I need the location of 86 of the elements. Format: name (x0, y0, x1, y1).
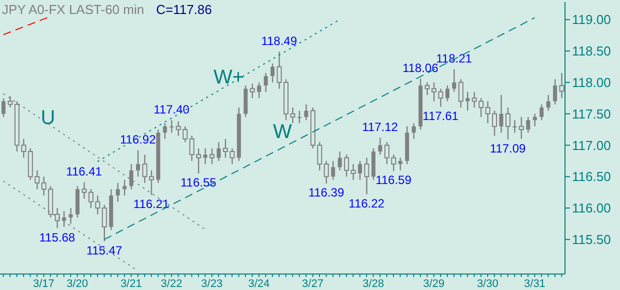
candlestick (540, 104, 544, 121)
candlestick (526, 116, 530, 134)
candlestick (8, 96, 13, 108)
candlestick (270, 62, 275, 84)
y-tick-label: 116.00 (572, 200, 611, 216)
annotation: 117.61 (422, 109, 459, 124)
candlestick (162, 122, 167, 140)
candlestick (122, 179, 127, 196)
annotation: 116.55 (180, 176, 217, 190)
candlestick (532, 113, 537, 127)
y-tick-label: 116.50 (572, 169, 611, 184)
x-tick-label: 3/17 (33, 278, 54, 290)
x-tick-label: 3/28 (362, 278, 384, 290)
y-tick-label: 115.50 (572, 232, 611, 248)
candlestick (398, 157, 402, 171)
annotation: 115.68 (39, 230, 76, 244)
candlestick (116, 182, 120, 202)
chart-title: JPY A0-FX LAST-60 min (2, 2, 144, 17)
x-tick-label: 3/30 (476, 278, 498, 290)
candlestick (68, 207, 73, 224)
candlestick (412, 122, 416, 140)
x-tick-label: 3/22 (160, 278, 182, 290)
candlestick (331, 160, 336, 180)
annotation: 116.59 (376, 173, 412, 188)
candlestick (553, 78, 558, 105)
x-tick-label: 3/29 (423, 278, 445, 290)
annotation: 116.41 (66, 164, 102, 178)
chart-subtitle: C=117.86 (156, 2, 212, 17)
annotation: 118.21 (436, 51, 472, 66)
candlestick (264, 72, 268, 92)
candlestick (458, 78, 464, 108)
candlestick (466, 91, 470, 112)
candlestick (344, 154, 350, 178)
candlestick (358, 160, 362, 180)
y-tick-label: 117.00 (572, 138, 611, 153)
candlestick (129, 163, 134, 190)
candlestick (102, 204, 107, 242)
y-tick-label: 118.00 (572, 75, 611, 90)
annotation: 118.49 (261, 34, 298, 48)
candlestick (350, 163, 356, 180)
annotation: W+ (214, 66, 244, 88)
candlestick (210, 148, 215, 165)
candlestick (54, 207, 60, 229)
candlestick (546, 94, 550, 112)
candlestick (324, 160, 329, 184)
candlestick (82, 182, 87, 200)
x-tick-label: 3/24 (248, 278, 270, 290)
annotation: 116.39 (308, 186, 344, 200)
candlestick (203, 148, 208, 165)
annotation: U (40, 107, 56, 130)
x-tick-label: 3/23 (201, 278, 223, 290)
y-tick-label: 119.00 (572, 12, 611, 28)
candlestick (257, 82, 262, 99)
annotation: 116.21 (133, 197, 170, 212)
annotation: 117.12 (362, 120, 398, 134)
candlestick (216, 141, 221, 162)
annotation: 116.22 (348, 196, 385, 210)
x-tick-label: 3/27 (302, 278, 324, 290)
candlestick (304, 104, 308, 121)
candlestick (2, 98, 6, 118)
x-tick-label: 3/31 (524, 278, 546, 290)
candlestick (378, 137, 382, 156)
candlestick (250, 83, 255, 99)
candlestick (559, 72, 564, 99)
candlestick (505, 106, 510, 140)
candlestick (62, 210, 66, 228)
candlestick (518, 116, 524, 140)
annotation: 117.09 (490, 142, 526, 156)
annotation: W (273, 120, 292, 143)
y-tick-label: 118.50 (572, 44, 611, 59)
candlestick (338, 150, 342, 171)
candlestick (445, 84, 450, 102)
candlestick (136, 150, 140, 178)
x-tick-label: 3/20 (66, 278, 88, 290)
candlestick (297, 110, 302, 124)
candlestick (452, 68, 456, 92)
annotation: 115.47 (86, 244, 122, 258)
annotation: 118.06 (402, 60, 439, 75)
candlestick (170, 119, 174, 134)
candlestick (512, 119, 517, 134)
annotation: 117.40 (154, 102, 190, 116)
annotation: 116.92 (120, 132, 156, 146)
y-tick-label: 117.50 (572, 106, 611, 122)
x-tick-label: 3/21 (120, 278, 142, 290)
candlestick (499, 94, 504, 134)
candlestick (364, 157, 370, 195)
